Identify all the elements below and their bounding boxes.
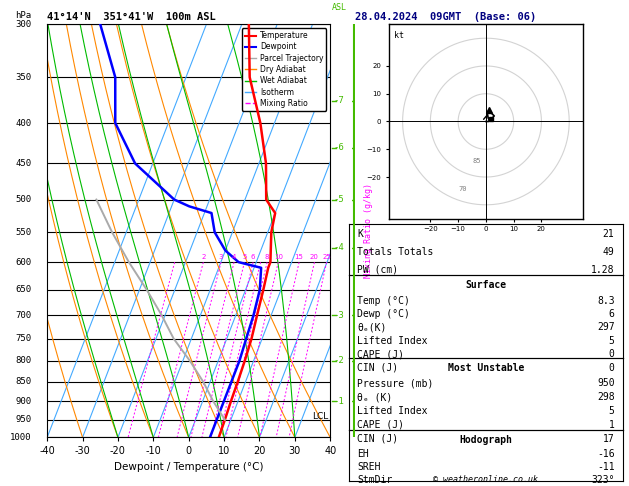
- Text: 6: 6: [251, 254, 255, 260]
- Text: 500: 500: [16, 195, 31, 204]
- Text: Pressure (mb): Pressure (mb): [357, 378, 433, 388]
- Text: 323°: 323°: [591, 475, 615, 485]
- Text: 400: 400: [16, 119, 31, 127]
- Text: -16: -16: [597, 449, 615, 459]
- Text: -4: -4: [333, 243, 344, 252]
- Text: 0: 0: [609, 349, 615, 359]
- Text: 41°14'N  351°41'W  100m ASL: 41°14'N 351°41'W 100m ASL: [47, 12, 216, 22]
- Text: 49: 49: [603, 247, 615, 257]
- Text: 550: 550: [16, 228, 31, 237]
- Text: CIN (J): CIN (J): [357, 363, 398, 373]
- Text: 8.3: 8.3: [597, 295, 615, 306]
- Text: 85: 85: [472, 158, 481, 164]
- Text: kt: kt: [394, 31, 404, 40]
- Text: CIN (J): CIN (J): [357, 434, 398, 444]
- Text: 5: 5: [609, 406, 615, 416]
- Text: 21: 21: [603, 229, 615, 239]
- Text: km
ASL: km ASL: [331, 0, 347, 12]
- Text: 950: 950: [597, 378, 615, 388]
- X-axis label: Dewpoint / Temperature (°C): Dewpoint / Temperature (°C): [114, 462, 264, 472]
- Text: 650: 650: [16, 285, 31, 294]
- Text: -5: -5: [333, 195, 344, 204]
- Text: -6: -6: [333, 143, 344, 152]
- Text: 28.04.2024  09GMT  (Base: 06): 28.04.2024 09GMT (Base: 06): [355, 12, 537, 22]
- Text: SREH: SREH: [357, 462, 381, 472]
- Text: 70: 70: [458, 186, 467, 192]
- Text: θₑ(K): θₑ(K): [357, 323, 387, 332]
- Text: 850: 850: [16, 377, 31, 386]
- Text: 450: 450: [16, 159, 31, 168]
- Text: 300: 300: [16, 20, 31, 29]
- Text: 17: 17: [603, 434, 615, 444]
- Text: Lifted Index: Lifted Index: [357, 336, 428, 346]
- Text: -7: -7: [333, 96, 344, 105]
- Text: 20: 20: [310, 254, 319, 260]
- Text: 900: 900: [16, 397, 31, 406]
- Text: 4: 4: [232, 254, 237, 260]
- Text: 5: 5: [242, 254, 247, 260]
- Text: 10: 10: [274, 254, 283, 260]
- Text: -1: -1: [333, 397, 344, 406]
- Text: 350: 350: [16, 73, 31, 82]
- Text: 1.28: 1.28: [591, 265, 615, 275]
- Text: -11: -11: [597, 462, 615, 472]
- Text: hPa: hPa: [16, 11, 31, 20]
- Text: CAPE (J): CAPE (J): [357, 420, 404, 430]
- Text: 800: 800: [16, 356, 31, 365]
- Text: Dewp (°C): Dewp (°C): [357, 309, 410, 319]
- Text: CAPE (J): CAPE (J): [357, 349, 404, 359]
- Text: 1: 1: [609, 420, 615, 430]
- Text: 8: 8: [265, 254, 269, 260]
- Text: EH: EH: [357, 449, 369, 459]
- Text: -2: -2: [333, 356, 344, 365]
- Text: Mixing Ratio (g/kg): Mixing Ratio (g/kg): [364, 183, 373, 278]
- Text: 5: 5: [609, 336, 615, 346]
- Text: 3: 3: [219, 254, 223, 260]
- Text: -3: -3: [333, 311, 344, 319]
- Text: LCL: LCL: [312, 412, 328, 421]
- Legend: Temperature, Dewpoint, Parcel Trajectory, Dry Adiabat, Wet Adiabat, Isotherm, Mi: Temperature, Dewpoint, Parcel Trajectory…: [242, 28, 326, 111]
- Text: 2: 2: [201, 254, 206, 260]
- Text: Temp (°C): Temp (°C): [357, 295, 410, 306]
- Text: 297: 297: [597, 323, 615, 332]
- Text: © weatheronline.co.uk: © weatheronline.co.uk: [433, 474, 538, 484]
- Text: Surface: Surface: [465, 280, 506, 290]
- Text: 25: 25: [322, 254, 331, 260]
- Text: Totals Totals: Totals Totals: [357, 247, 433, 257]
- Text: 15: 15: [295, 254, 304, 260]
- Text: 700: 700: [16, 311, 31, 319]
- Text: 750: 750: [16, 334, 31, 343]
- Text: Most Unstable: Most Unstable: [448, 363, 524, 373]
- Text: PW (cm): PW (cm): [357, 265, 398, 275]
- Text: θₑ (K): θₑ (K): [357, 392, 392, 402]
- Text: 1000: 1000: [10, 433, 31, 442]
- Text: 0: 0: [609, 363, 615, 373]
- Text: Hodograph: Hodograph: [459, 435, 513, 445]
- Text: StmDir: StmDir: [357, 475, 392, 485]
- Text: 298: 298: [597, 392, 615, 402]
- Text: 6: 6: [609, 309, 615, 319]
- Text: 950: 950: [16, 416, 31, 424]
- Text: K: K: [357, 229, 363, 239]
- Text: Lifted Index: Lifted Index: [357, 406, 428, 416]
- Text: 600: 600: [16, 258, 31, 267]
